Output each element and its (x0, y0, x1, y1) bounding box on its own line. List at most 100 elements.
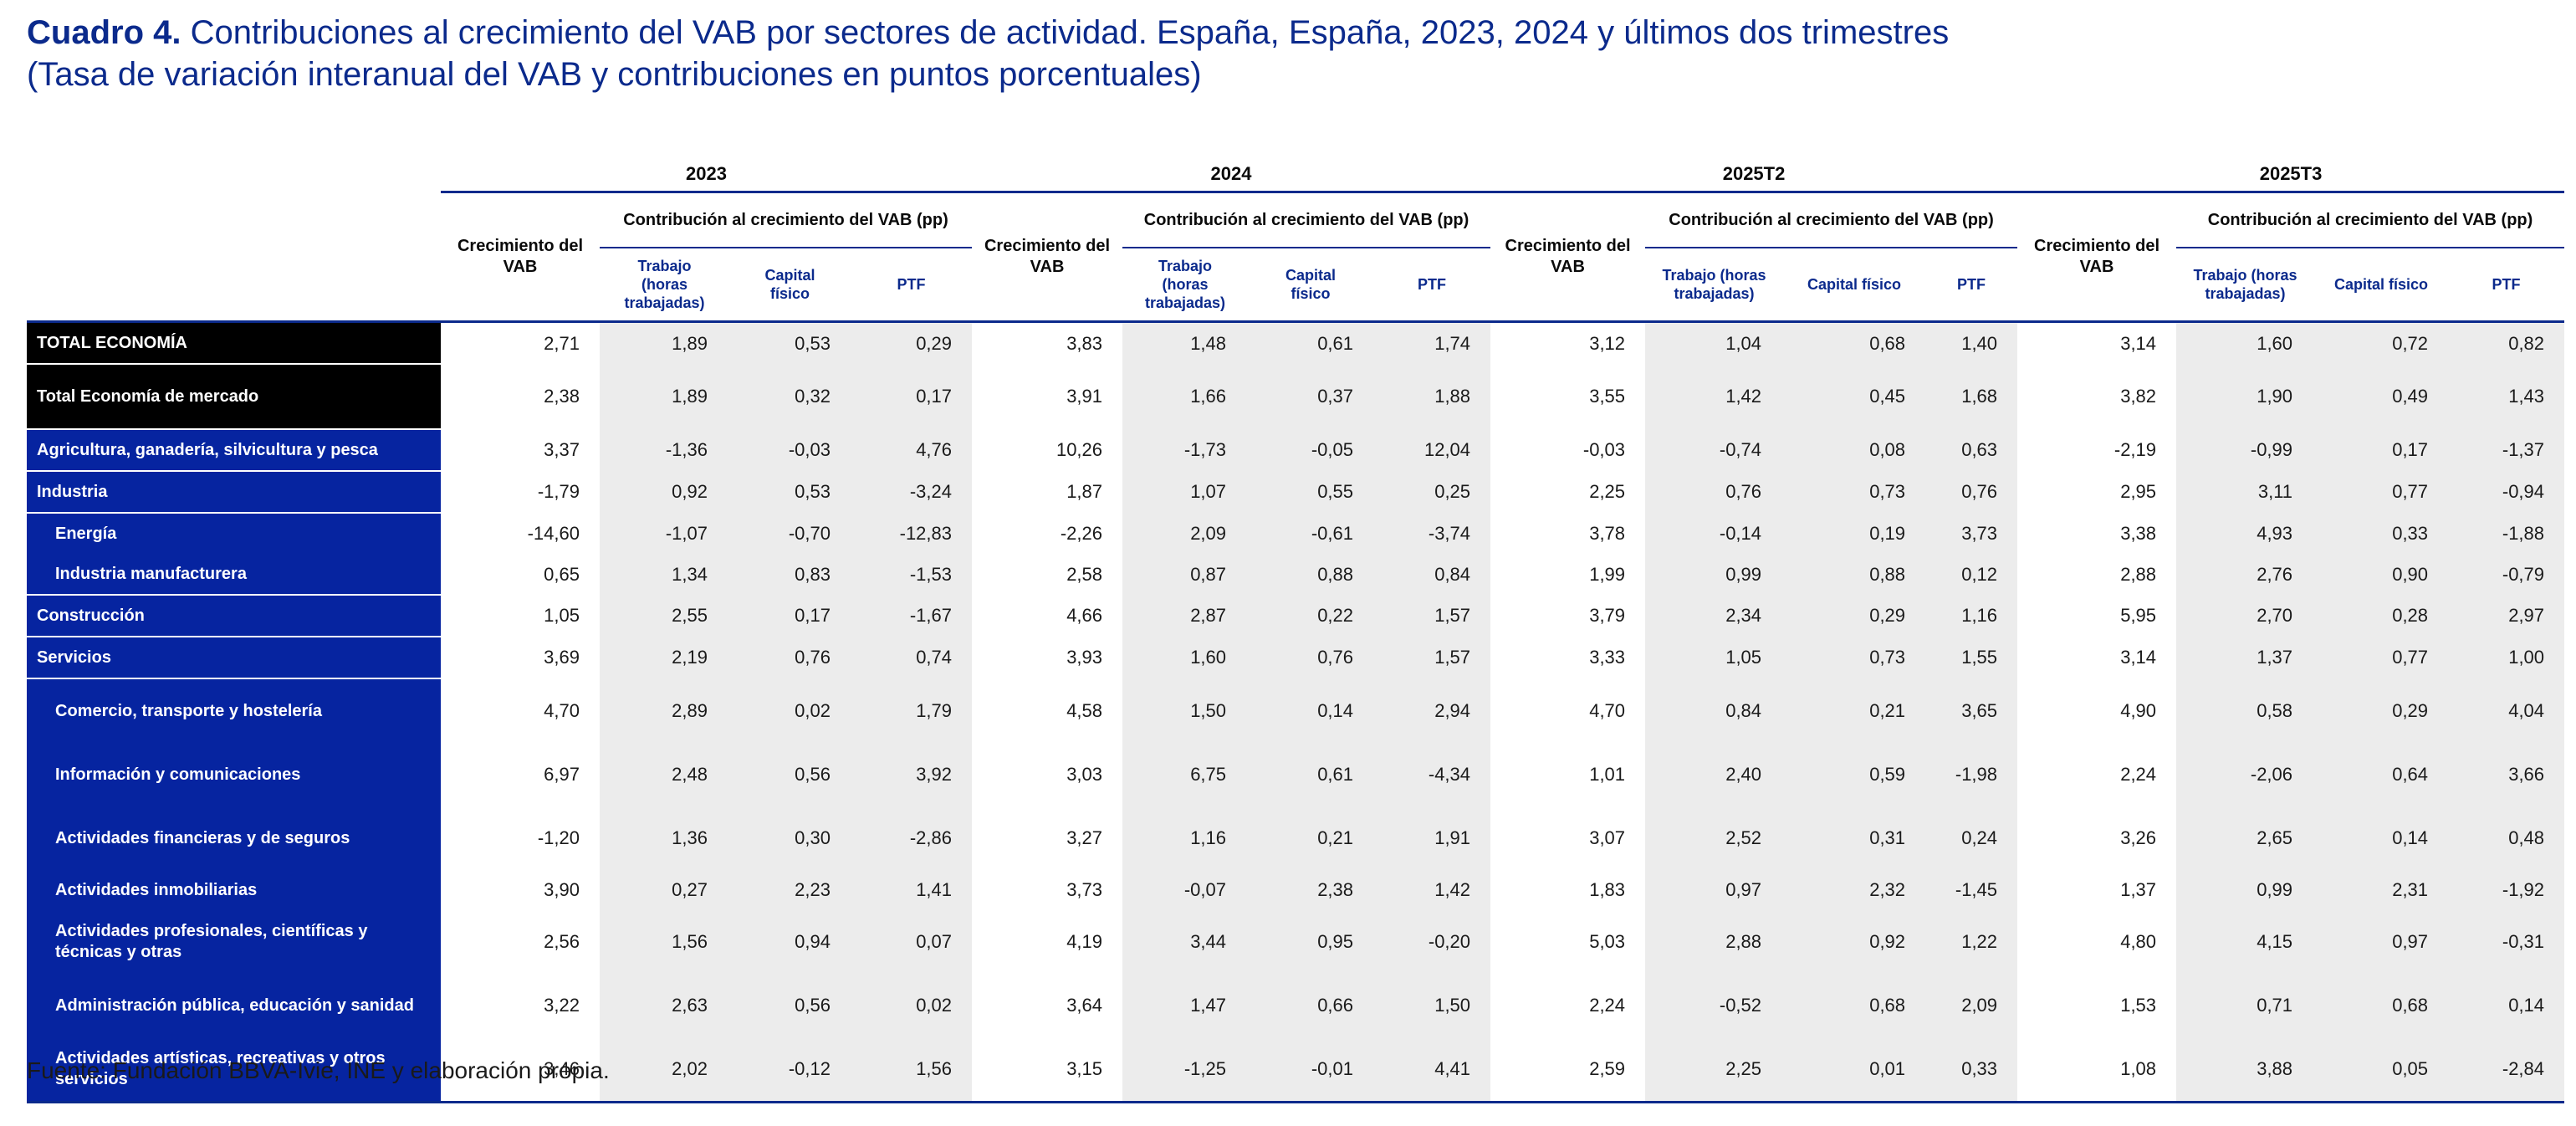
value-cell: 1,50 (1373, 974, 1491, 1037)
value-cell: 3,38 (2120, 522, 2157, 544)
value-cell: -0,61 (1248, 513, 1374, 554)
value-cell: 2,24 (1589, 995, 1626, 1016)
value-cell: -14,60 (527, 522, 580, 544)
value-cell: 2,09 (1925, 974, 2018, 1037)
value-cell: -0,03 (729, 429, 851, 471)
value-cell: 3,82 (2120, 386, 2157, 407)
value-cell: 2,52 (1645, 806, 1784, 870)
value-cell: 2,87 (1122, 595, 1249, 637)
value-cell: 4,70 (1589, 699, 1626, 721)
value-cell: 0,56 (729, 974, 851, 1037)
value-cell: 6,97 (544, 764, 580, 785)
value-cell: 1,07 (1122, 471, 1249, 513)
value-cell: 3,78 (1589, 522, 1626, 544)
corner-cell (27, 192, 441, 323)
tfp-header: PTF (1925, 248, 2018, 323)
value-cell: 12,04 (1373, 429, 1491, 471)
value-cell: 3,65 (1925, 678, 2018, 743)
value-cell: 3,88 (2176, 1037, 2315, 1103)
value-cell: 2,63 (600, 974, 729, 1037)
value-cell: -0,99 (2176, 429, 2315, 471)
value-cell: 3,27 (1066, 827, 1103, 848)
value-cell: 5,95 (2120, 605, 2157, 626)
value-cell: 0,17 (729, 595, 851, 637)
value-cell: -1,37 (2448, 429, 2565, 471)
value-cell: 0,14 (2314, 806, 2449, 870)
value-cell: 0,08 (1783, 429, 1926, 471)
value-cell: 0,76 (1925, 471, 2018, 513)
table-row: Agricultura, ganadería, silvicultura y p… (27, 429, 2565, 472)
value-cell: 0,71 (2176, 974, 2315, 1037)
capital-header: Capital físico (1248, 248, 1374, 323)
table-row: Industria manufacturera 0,65 1,34 0,83 -1,53… (27, 554, 2565, 596)
value-cell: 0,31 (1783, 806, 1926, 870)
value-cell: 0,84 (1373, 554, 1491, 595)
value-cell: 2,24 (2120, 764, 2157, 785)
value-cell: 0,02 (729, 678, 851, 743)
value-cell: 0,56 (729, 743, 851, 806)
contrib-group-header: Contribución al crecimiento del VAB (pp) (1122, 192, 1491, 248)
value-cell: 3,03 (1066, 764, 1103, 785)
value-cell: 0,68 (1783, 321, 1926, 364)
value-cell: 1,40 (1925, 321, 2018, 364)
value-cell: 0,48 (2448, 806, 2565, 870)
value-cell: 1,68 (1925, 364, 2018, 429)
value-cell: 3,66 (2448, 743, 2565, 806)
value-cell: -0,70 (729, 513, 851, 554)
value-cell: 0,22 (1248, 595, 1374, 637)
value-cell: 0,73 (1783, 637, 1926, 678)
value-cell: -12,83 (851, 513, 973, 554)
value-cell: 1,47 (1122, 974, 1249, 1037)
value-cell: -1,36 (600, 429, 729, 471)
value-cell: 0,84 (1645, 678, 1784, 743)
value-cell: 4,70 (544, 699, 580, 721)
period-header: 2025T2 (1490, 157, 2018, 193)
value-cell: 2,59 (1490, 1037, 1646, 1103)
labour-header: Trabajo (horas trabajadas) (1122, 248, 1249, 323)
value-cell: 1,04 (1645, 321, 1784, 364)
table-row: TOTAL ECONOMÍA 2,71 1,89 0,53 0,29 3,83 1,48 0,… (27, 321, 2565, 365)
value-cell: 1,05 (1645, 637, 1784, 678)
value-cell: 0,90 (2314, 554, 2449, 595)
value-cell: 1,37 (2176, 637, 2315, 678)
value-cell: 2,38 (544, 386, 580, 407)
table-row: Actividades profesionales, científicas y… (27, 910, 2565, 974)
value-cell: 0,05 (2314, 1037, 2449, 1103)
value-cell: 2,40 (1645, 743, 1784, 806)
value-cell: 0,17 (2314, 429, 2449, 471)
value-cell: 2,55 (600, 595, 729, 637)
value-cell: 2,34 (1645, 595, 1784, 637)
row-label: Construcción (27, 595, 441, 637)
value-cell: -0,05 (1248, 429, 1374, 471)
value-cell: -1,07 (600, 513, 729, 554)
value-cell: 1,89 (600, 321, 729, 364)
table-row: Energía -14,60 -1,07 -0,70 -12,83 -2,26 2,09 -0… (27, 513, 2565, 554)
value-cell: 2,89 (600, 678, 729, 743)
capital-header: Capital físico (1783, 248, 1926, 323)
value-cell: 3,91 (1066, 386, 1103, 407)
value-cell: 3,15 (972, 1037, 1123, 1103)
value-cell: 0,21 (1783, 678, 1926, 743)
value-cell: 0,92 (600, 471, 729, 513)
value-cell: 0,33 (1925, 1037, 2018, 1103)
value-cell: 0,55 (1248, 471, 1374, 513)
value-cell: 0,99 (1645, 554, 1784, 595)
value-cell: -0,74 (1645, 429, 1784, 471)
value-cell: 0,29 (2314, 678, 2449, 743)
value-cell: 1,91 (1373, 806, 1491, 870)
row-label: Energía (27, 513, 441, 554)
value-cell: 1,56 (851, 1037, 973, 1103)
value-cell: 3,26 (2120, 827, 2157, 848)
value-cell: 2,88 (1645, 910, 1784, 974)
value-cell: -0,03 (1582, 439, 1626, 460)
value-cell: -1,67 (851, 595, 973, 637)
value-cell: 3,73 (1925, 513, 2018, 554)
value-cell: 1,88 (1373, 364, 1491, 429)
title-line-2: (Tasa de variación interanual del VAB y … (27, 56, 1202, 93)
value-cell: 3,93 (1066, 647, 1103, 668)
value-cell: 0,28 (2314, 595, 2449, 637)
growth-header: Crecimiento del VAB (1490, 192, 1646, 323)
table-row: Administración pública, educación y sani… (27, 974, 2565, 1037)
value-cell: 2,25 (1589, 481, 1626, 502)
value-cell: -4,34 (1373, 743, 1491, 806)
